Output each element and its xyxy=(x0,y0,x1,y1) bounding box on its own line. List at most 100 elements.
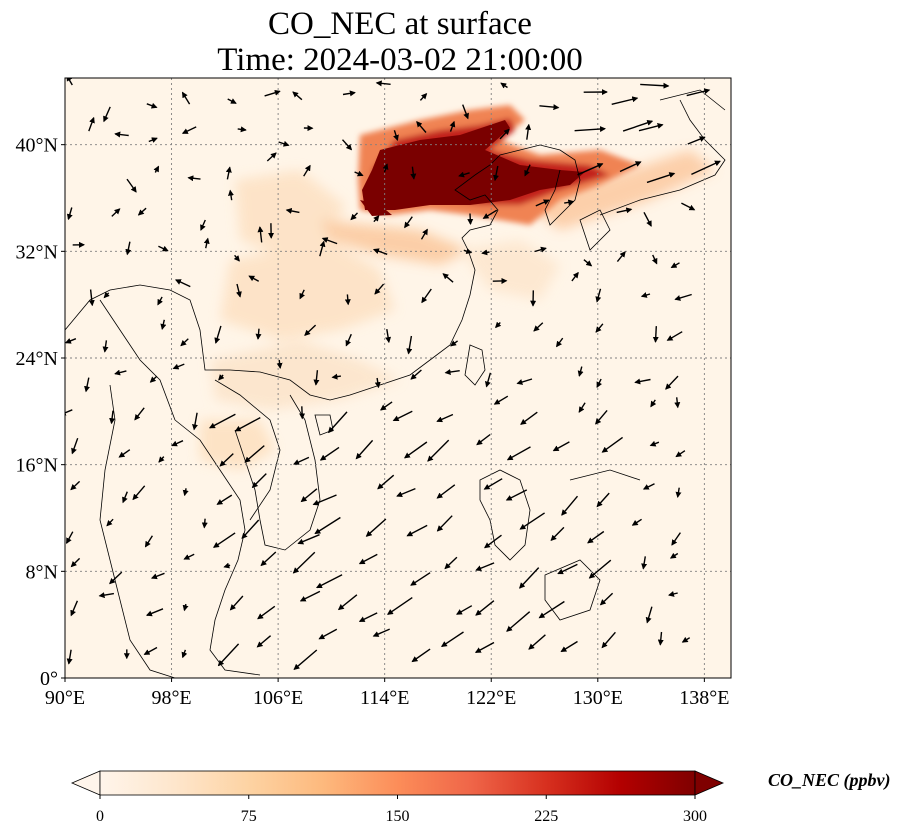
wind-arrow xyxy=(251,473,267,489)
wind-arrow xyxy=(318,628,338,640)
wind-arrow xyxy=(248,275,260,282)
wind-arrow xyxy=(444,556,458,570)
wind-arrow xyxy=(358,553,378,565)
colorbar-tick-label: 0 xyxy=(96,808,104,825)
wind-arrow xyxy=(616,251,626,263)
wind-arrow xyxy=(675,450,686,458)
wind-arrow xyxy=(404,216,413,229)
lat-tick-label: 24°N xyxy=(16,348,58,370)
wind-arrow xyxy=(337,594,358,611)
wind-arrow xyxy=(235,283,242,298)
wind-arrow xyxy=(463,248,473,255)
wind-arrow xyxy=(70,600,79,617)
wind-arrow xyxy=(365,518,387,537)
wind-arrow xyxy=(411,648,431,663)
wind-arrow xyxy=(686,88,711,97)
wind-arrow xyxy=(669,552,679,559)
lat-tick-label: 32°N xyxy=(16,241,58,263)
wind-arrow xyxy=(525,123,532,140)
wind-arrow xyxy=(519,512,545,530)
wind-arrow xyxy=(611,96,639,105)
wind-arrow xyxy=(560,640,578,653)
wind-arrow xyxy=(256,635,272,648)
wind-arrow xyxy=(181,91,191,105)
wind-arrow xyxy=(622,119,654,132)
wind-arrow xyxy=(574,126,606,133)
wind-arrow xyxy=(88,116,95,132)
wind-arrow xyxy=(374,377,381,389)
wind-arrow xyxy=(449,120,456,132)
wind-arrow xyxy=(172,363,185,370)
wind-arrow xyxy=(440,631,464,647)
wind-arrow xyxy=(406,335,413,355)
wind-arrow xyxy=(410,166,417,180)
wind-arrow xyxy=(203,237,210,249)
wind-arrow xyxy=(200,219,206,231)
wind-arrow xyxy=(227,98,237,104)
wind-arrow xyxy=(550,526,565,542)
wind-arrow xyxy=(216,494,233,505)
wind-arrow xyxy=(299,289,305,300)
wind-arrow xyxy=(379,401,393,411)
wind-arrow xyxy=(374,283,385,295)
lon-tick-label: 130°E xyxy=(573,687,623,709)
map-title-line2: Time: 2024-03-02 21:00:00 xyxy=(217,42,583,78)
wind-arrow xyxy=(201,518,208,529)
lon-tick-label: 90°E xyxy=(45,687,85,709)
wind-arrow xyxy=(126,178,137,193)
wind-arrow xyxy=(219,453,234,467)
wind-arrow xyxy=(675,487,682,498)
map-title-line1: CO_NEC at surface xyxy=(268,6,532,42)
wind-arrow xyxy=(474,641,495,654)
map-frame xyxy=(64,77,732,679)
colorbar-ticks: 0 75 150 225 300 xyxy=(96,795,707,825)
wind-arrow xyxy=(645,606,653,624)
wind-arrow xyxy=(506,446,531,461)
wind-arrow xyxy=(114,369,127,376)
wind-arrow xyxy=(144,535,153,548)
wind-arrow xyxy=(257,226,264,243)
wind-arrow xyxy=(350,212,359,221)
wind-arrow xyxy=(134,407,145,421)
wind-arrow xyxy=(444,369,460,375)
wind-arrow xyxy=(631,518,642,526)
colorbar-tick-label: 75 xyxy=(241,808,257,825)
wind-arrow xyxy=(583,259,593,267)
wind-arrow xyxy=(652,326,659,343)
wind-arrow xyxy=(386,597,413,615)
lat-tick-label: 40°N xyxy=(16,135,58,157)
wind-arrow xyxy=(534,246,547,253)
wind-arrow xyxy=(214,325,222,344)
wind-arrow xyxy=(557,563,578,575)
wind-arrow xyxy=(450,340,459,347)
wind-arrow xyxy=(137,207,147,216)
wind-arrow xyxy=(293,649,318,670)
wind-arrow xyxy=(482,209,498,219)
wind-arrow xyxy=(674,397,681,409)
wind-arrow xyxy=(285,207,300,214)
wind-arrow xyxy=(84,377,90,393)
wind-arrow xyxy=(535,199,550,207)
wind-arrow xyxy=(481,249,490,256)
concentration-field xyxy=(200,105,715,470)
wind-arrow xyxy=(66,649,73,665)
lat-tick-label: 0° xyxy=(40,668,58,690)
wind-arrow xyxy=(303,164,311,177)
wind-arrow xyxy=(300,488,318,503)
wind-arrow xyxy=(668,591,678,597)
lon-tick-label: 98°E xyxy=(151,687,191,709)
wind-arrow xyxy=(244,445,265,463)
wind-arrow xyxy=(148,137,158,143)
wind-arrow xyxy=(516,378,533,385)
colorbar-extend-min xyxy=(70,770,101,796)
wind-arrow xyxy=(292,91,303,101)
wind-arrow xyxy=(385,328,392,344)
wind-arrow xyxy=(528,634,546,650)
wind-arrow xyxy=(312,494,337,506)
colorbar-label: CO_NEC (ppbv) xyxy=(768,770,891,790)
lon-tick-label: 122°E xyxy=(466,687,516,709)
wind-arrow xyxy=(114,131,129,138)
wind-arrow xyxy=(475,600,495,616)
wind-arrow xyxy=(665,375,679,390)
